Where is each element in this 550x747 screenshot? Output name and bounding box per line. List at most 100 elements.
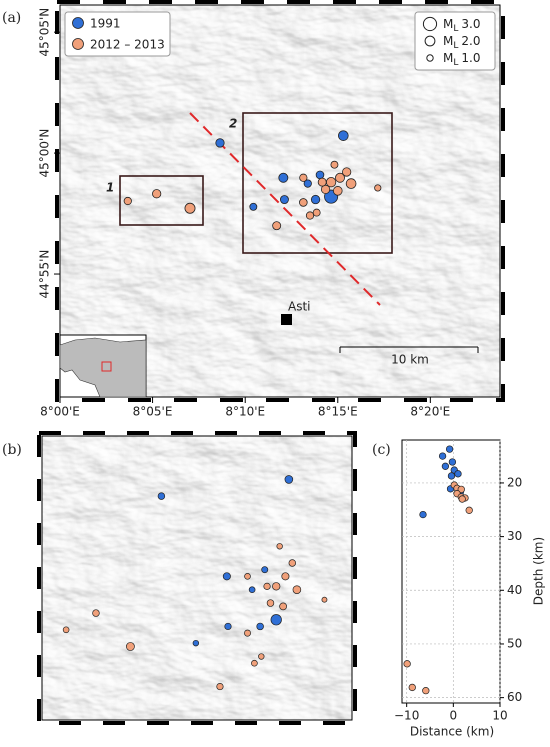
size-legend-label: ML 3.0	[443, 17, 480, 34]
event-b	[272, 582, 281, 591]
x-tick-label: 8°10'E	[225, 405, 265, 419]
event	[342, 167, 352, 177]
town-marker	[281, 314, 292, 325]
ml-subscript: L	[453, 24, 458, 34]
legend-marker	[72, 38, 84, 50]
event	[338, 130, 349, 141]
event	[305, 211, 315, 220]
y-tick-label: 60	[507, 690, 522, 704]
frame-a	[59, 4, 501, 398]
event	[152, 189, 162, 199]
event-b	[284, 475, 294, 484]
hillshade-b	[42, 436, 352, 720]
event	[215, 138, 225, 148]
event	[345, 178, 357, 189]
event-b	[157, 492, 166, 500]
size-legend-marker	[426, 54, 434, 62]
scale-bar	[339, 346, 479, 353]
size-legend-marker	[424, 35, 436, 47]
y-tick-label: 44°55'N	[38, 250, 52, 299]
event	[123, 196, 132, 206]
event	[374, 184, 382, 192]
legend-box	[64, 11, 171, 57]
event	[272, 221, 282, 231]
event-b	[126, 642, 135, 651]
fancy-frame-a	[55, 0, 505, 402]
event-b	[281, 572, 290, 581]
event	[303, 179, 312, 188]
event-depth	[422, 687, 430, 695]
legend-label: 1991	[90, 17, 121, 31]
x-axis-title: Distance (km)	[410, 725, 494, 739]
event-b	[244, 573, 251, 580]
event-b	[270, 614, 282, 626]
event-depth	[445, 445, 454, 453]
event-depth	[454, 470, 462, 478]
x-tick-label: −10	[394, 709, 419, 723]
scale-label: 10 km	[391, 353, 429, 367]
place-label: Asti	[288, 300, 311, 314]
layers	[37, 0, 505, 725]
ml-subscript: L	[453, 41, 458, 51]
event-depth	[465, 506, 473, 514]
event	[279, 195, 289, 204]
x-tick-label: 10	[492, 709, 507, 723]
panel-label: (b)	[2, 442, 22, 458]
event	[249, 202, 258, 211]
event-b	[62, 626, 70, 634]
event	[299, 198, 308, 207]
ml-symbol: M	[443, 51, 453, 65]
ml-symbol: M	[443, 17, 453, 31]
event-b	[258, 653, 265, 660]
fancy-frame-b	[37, 431, 357, 725]
size-legend-label: ML 1.0	[443, 51, 480, 68]
size-legend-label: ML 2.0	[443, 34, 480, 51]
event-depth	[457, 485, 465, 494]
y-tick-label: 45°00'N	[38, 129, 52, 178]
inset-land	[59, 337, 147, 398]
panel-label: (a)	[2, 10, 21, 26]
y-tick-label: 20	[507, 475, 522, 489]
event-b	[256, 622, 264, 631]
event	[184, 202, 196, 214]
event-depth	[408, 683, 416, 692]
x-tick-label: 8°20'E	[410, 405, 450, 419]
event-b	[321, 596, 328, 603]
event-b	[263, 582, 271, 590]
event	[335, 172, 345, 183]
event-depth	[447, 472, 456, 480]
panel-label: (c)	[372, 442, 391, 458]
event-b	[92, 609, 100, 617]
area-label: 1	[106, 181, 114, 195]
ml-value: 1.0	[461, 51, 480, 65]
event-b	[288, 559, 297, 567]
event-depth	[419, 510, 427, 519]
event-b	[276, 543, 283, 550]
event-b	[224, 622, 232, 631]
y-tick-label: 50	[507, 636, 522, 650]
area-box	[119, 175, 204, 226]
event	[320, 184, 331, 195]
event-depth	[441, 462, 450, 470]
event-depth	[438, 452, 447, 460]
event	[310, 194, 321, 205]
event-b	[279, 602, 287, 611]
legend-label: 2012 – 2013	[90, 38, 165, 52]
event-depth	[403, 660, 411, 668]
ml-subscript: L	[453, 58, 458, 68]
event-b	[261, 566, 269, 574]
event	[278, 172, 289, 183]
event-b	[244, 629, 251, 637]
event	[299, 173, 308, 182]
event-depth	[448, 458, 457, 466]
ml-value: 3.0	[461, 17, 480, 31]
event	[312, 208, 321, 217]
event-b	[216, 682, 224, 691]
y-tick-label: 45°05'N	[38, 8, 52, 57]
event-b	[222, 572, 231, 581]
ml-symbol: M	[443, 34, 453, 48]
event	[317, 177, 327, 187]
y-axis-title: Depth (km)	[532, 537, 546, 605]
frame-c	[401, 439, 501, 704]
